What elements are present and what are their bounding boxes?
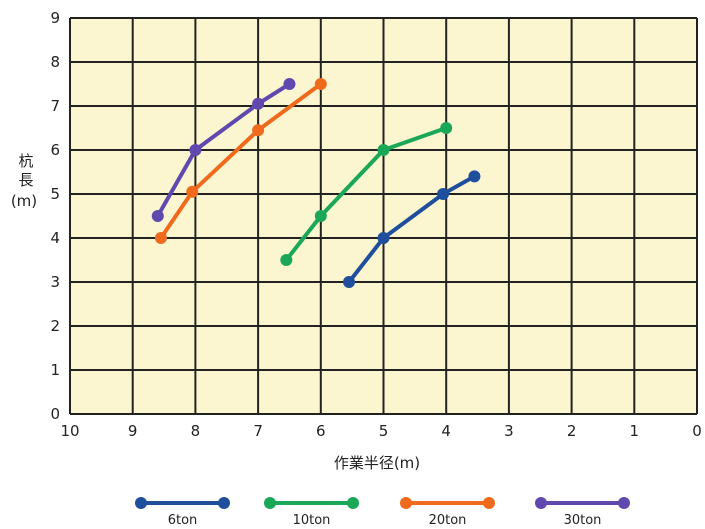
- series-line: [159, 82, 322, 240]
- data-point: [151, 210, 164, 222]
- y-tick-label: 5: [50, 185, 60, 203]
- y-tick-label: 8: [50, 53, 60, 71]
- x-tick-label: 4: [441, 422, 451, 440]
- legend-item-10ton: 10ton: [264, 497, 359, 528]
- legend-marker: [400, 497, 412, 509]
- x-tick-label: 0: [692, 422, 702, 440]
- series-10ton: [280, 122, 453, 266]
- y-tick-label: 4: [50, 229, 60, 247]
- x-tick-label: 5: [379, 422, 389, 440]
- data-point: [314, 210, 327, 222]
- legend: 6ton 10ton 20ton 30ton: [135, 497, 630, 528]
- data-point: [154, 232, 167, 244]
- x-tick-label: 9: [128, 422, 138, 440]
- data-point: [314, 78, 327, 90]
- legend-label: 30ton: [564, 513, 602, 528]
- series-20ton: [154, 78, 327, 244]
- legend-label: 10ton: [293, 513, 331, 528]
- y-tick-label: 6: [50, 141, 60, 159]
- series-group: [151, 78, 481, 288]
- x-tick-label: 8: [191, 422, 201, 440]
- series-line: [156, 82, 291, 217]
- legend-marker: [618, 497, 630, 509]
- legend-item-30ton: 30ton: [535, 497, 630, 528]
- y-axis-label-line-2: 長: [18, 171, 33, 189]
- x-tick-label: 3: [504, 422, 514, 440]
- x-tick-labels: 10 9 8 7 6 5 4 3 2 1 0: [60, 422, 701, 440]
- data-point: [252, 124, 265, 137]
- legend-label: 20ton: [429, 513, 467, 528]
- y-tick-label: 9: [50, 9, 60, 27]
- y-tick-label: 1: [50, 361, 60, 379]
- x-tick-label: 1: [630, 422, 640, 440]
- legend-marker: [535, 497, 547, 509]
- legend-marker: [218, 497, 230, 509]
- y-tick-label: 3: [50, 273, 60, 291]
- data-point: [189, 144, 202, 156]
- y-tick-labels: 0 1 2 3 4 5 6 7 8 9: [50, 9, 60, 423]
- series-line: [347, 174, 476, 284]
- data-point: [377, 144, 390, 156]
- y-tick-label: 0: [50, 405, 60, 423]
- x-axis-label: 作業半径(m): [334, 454, 420, 472]
- data-point: [440, 122, 453, 134]
- data-point: [377, 232, 390, 244]
- x-tick-label: 10: [60, 422, 79, 440]
- series-line: [284, 126, 447, 262]
- y-axis-label-line-1: 杭: [18, 152, 33, 170]
- series-30ton: [151, 78, 296, 222]
- legend-marker: [347, 497, 359, 509]
- legend-marker: [483, 497, 495, 509]
- data-point: [437, 188, 450, 200]
- x-tick-label: 6: [316, 422, 326, 440]
- y-axis-label-line-3: (m): [11, 192, 37, 210]
- grid: [69, 17, 698, 415]
- y-tick-label: 2: [50, 317, 60, 335]
- data-point: [280, 254, 293, 266]
- data-point: [468, 170, 481, 183]
- legend-marker: [264, 497, 276, 509]
- y-tick-label: 7: [50, 97, 60, 115]
- x-tick-label: 2: [567, 422, 577, 440]
- data-point: [343, 276, 356, 288]
- legend-marker: [135, 497, 147, 509]
- series-6ton: [343, 170, 481, 288]
- x-tick-label: 7: [253, 422, 263, 440]
- legend-item-20ton: 20ton: [400, 497, 495, 528]
- data-point: [283, 78, 296, 90]
- legend-label: 6ton: [168, 513, 198, 528]
- legend-item-6ton: 6ton: [135, 497, 230, 528]
- data-point: [252, 97, 265, 110]
- data-point: [186, 185, 199, 198]
